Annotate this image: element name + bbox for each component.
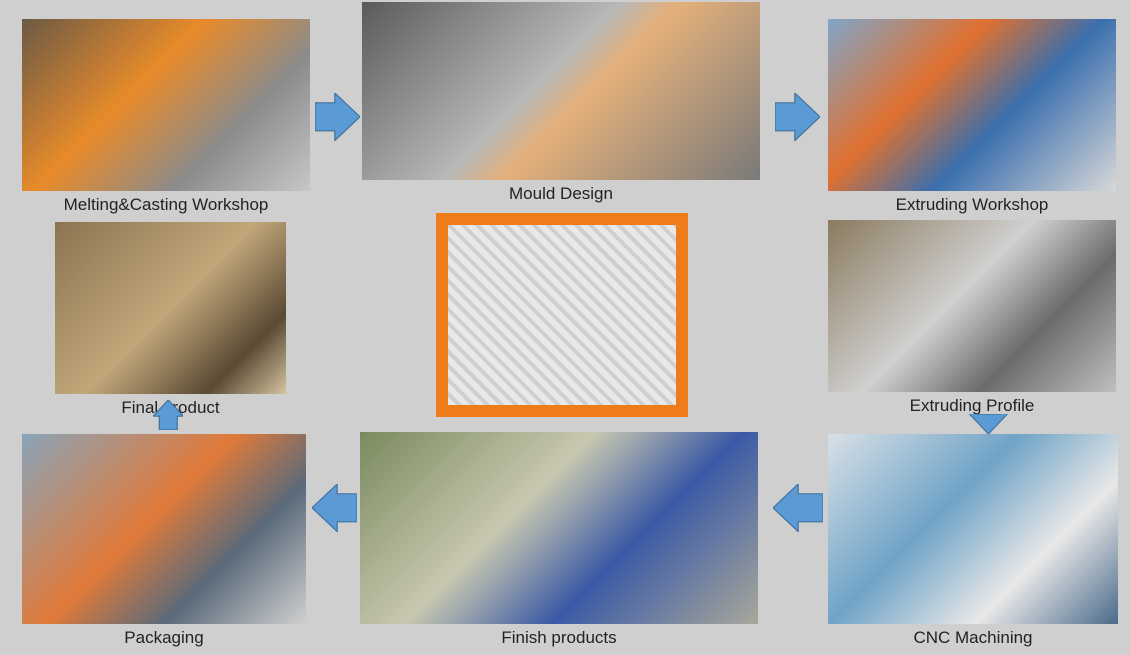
img-mould: [362, 2, 760, 180]
label-ext-ws: Extruding Workshop: [828, 195, 1116, 215]
node-packaging: Packaging: [22, 434, 306, 648]
label-cnc: CNC Machining: [828, 628, 1118, 648]
img-ext-ws: [828, 19, 1116, 191]
node-melting: Melting&Casting Workshop: [22, 19, 310, 215]
label-finish: Finish products: [360, 628, 758, 648]
label-mould: Mould Design: [362, 184, 760, 204]
arrow-a3: [968, 414, 1009, 434]
img-cnc: [828, 434, 1118, 624]
arrow-a5: [312, 484, 357, 532]
img-ext-prof: [828, 220, 1116, 392]
img-finish: [360, 432, 758, 624]
arrow-a1: [315, 93, 360, 141]
node-cnc: CNC Machining: [828, 434, 1118, 648]
label-melting: Melting&Casting Workshop: [22, 195, 310, 215]
arrow-a4: [773, 484, 823, 532]
node-mould: Mould Design: [362, 2, 760, 204]
arrow-a6: [153, 400, 184, 430]
center-box: [436, 213, 688, 417]
img-packaging: [22, 434, 306, 624]
node-ext-prof: Extruding Profile: [828, 220, 1116, 416]
img-melting: [22, 19, 310, 191]
node-finish: Finish products: [360, 432, 758, 648]
node-ext-ws: Extruding Workshop: [828, 19, 1116, 215]
img-center: [448, 225, 676, 405]
arrow-a2: [775, 93, 820, 141]
node-final: Final product: [55, 222, 286, 418]
img-final: [55, 222, 286, 394]
label-ext-prof: Extruding Profile: [828, 396, 1116, 416]
label-packaging: Packaging: [22, 628, 306, 648]
